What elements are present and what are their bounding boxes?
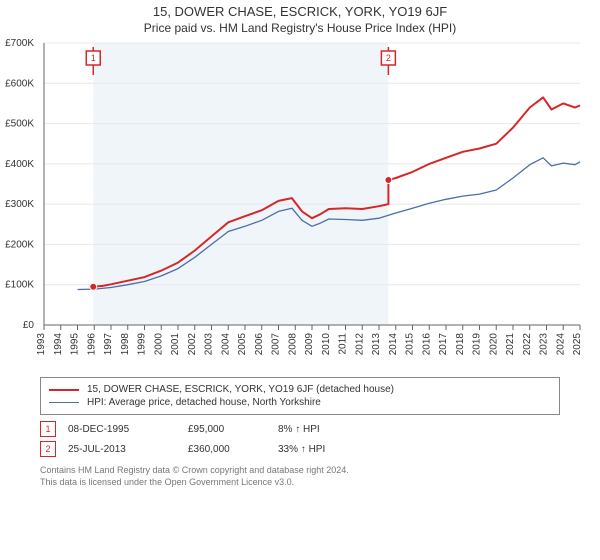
sales-marker: 1 (40, 421, 56, 437)
svg-text:1999: 1999 (137, 333, 148, 356)
svg-text:1998: 1998 (120, 333, 131, 356)
svg-text:2001: 2001 (170, 333, 181, 356)
svg-text:2023: 2023 (539, 333, 550, 356)
svg-text:2018: 2018 (455, 333, 466, 356)
svg-text:2016: 2016 (421, 333, 432, 356)
svg-text:2024: 2024 (555, 333, 566, 356)
svg-text:2005: 2005 (237, 333, 248, 356)
svg-text:£300K: £300K (5, 199, 34, 210)
footer: Contains HM Land Registry data © Crown c… (40, 465, 560, 488)
svg-text:2022: 2022 (522, 333, 533, 356)
sales-date: 25-JUL-2013 (68, 444, 188, 455)
sales-delta: 8% ↑ HPI (278, 424, 368, 435)
chart-svg: £0£100K£200K£300K£400K£500K£600K£700K199… (40, 39, 584, 369)
svg-text:£700K: £700K (5, 38, 34, 49)
svg-text:2009: 2009 (304, 333, 315, 356)
svg-text:2: 2 (386, 53, 391, 63)
svg-text:2011: 2011 (338, 333, 349, 355)
sales-marker: 2 (40, 441, 56, 457)
svg-text:1: 1 (91, 53, 96, 63)
svg-text:£0: £0 (23, 320, 35, 331)
svg-text:2013: 2013 (371, 333, 382, 356)
sales-row: 2 25-JUL-2013£360,00033% ↑ HPI (40, 441, 560, 457)
sales-date: 08-DEC-1995 (68, 424, 188, 435)
chart-plot: £0£100K£200K£300K£400K£500K£600K£700K199… (40, 39, 584, 369)
svg-text:£600K: £600K (5, 78, 34, 89)
svg-text:2019: 2019 (472, 333, 483, 356)
svg-text:1993: 1993 (36, 333, 47, 356)
svg-text:2010: 2010 (321, 333, 332, 356)
svg-text:£500K: £500K (5, 119, 34, 130)
svg-text:2008: 2008 (287, 333, 298, 356)
footer-line-1: Contains HM Land Registry data © Crown c… (40, 465, 560, 477)
svg-text:2017: 2017 (438, 333, 449, 356)
svg-text:2004: 2004 (220, 333, 231, 356)
svg-text:2020: 2020 (488, 333, 499, 356)
svg-text:2007: 2007 (271, 333, 282, 356)
sales-price: £360,000 (188, 444, 278, 455)
chart-title: 15, DOWER CHASE, ESCRICK, YORK, YO19 6JF (0, 0, 600, 19)
svg-text:2015: 2015 (405, 333, 416, 356)
svg-text:2003: 2003 (204, 333, 215, 356)
svg-text:1995: 1995 (70, 333, 81, 356)
svg-text:1997: 1997 (103, 333, 114, 356)
sales-delta: 33% ↑ HPI (278, 444, 368, 455)
svg-text:£100K: £100K (5, 280, 34, 291)
svg-text:£200K: £200K (5, 239, 34, 250)
footer-line-2: This data is licensed under the Open Gov… (40, 477, 560, 489)
legend-swatch (49, 389, 79, 391)
svg-text:2006: 2006 (254, 333, 265, 356)
svg-text:2025: 2025 (572, 333, 583, 356)
sales-table: 1 08-DEC-1995£95,0008% ↑ HPI 2 25-JUL-2013£… (40, 421, 560, 457)
legend-label: HPI: Average price, detached house, Nort… (87, 397, 321, 408)
sales-row: 1 08-DEC-1995£95,0008% ↑ HPI (40, 421, 560, 437)
svg-text:2021: 2021 (505, 333, 516, 356)
chart-subtitle: Price paid vs. HM Land Registry's House … (0, 19, 600, 39)
svg-text:£400K: £400K (5, 159, 34, 170)
svg-text:1994: 1994 (53, 333, 64, 356)
legend-label: 15, DOWER CHASE, ESCRICK, YORK, YO19 6JF… (87, 384, 394, 395)
legend-swatch (49, 402, 79, 403)
svg-text:2014: 2014 (388, 333, 399, 356)
svg-text:2000: 2000 (153, 333, 164, 356)
svg-text:2012: 2012 (354, 333, 365, 356)
chart-container: 15, DOWER CHASE, ESCRICK, YORK, YO19 6JF… (0, 0, 600, 560)
svg-text:2002: 2002 (187, 333, 198, 356)
legend-row: HPI: Average price, detached house, Nort… (49, 397, 551, 408)
legend: 15, DOWER CHASE, ESCRICK, YORK, YO19 6JF… (40, 377, 560, 415)
svg-text:1996: 1996 (86, 333, 97, 356)
legend-row: 15, DOWER CHASE, ESCRICK, YORK, YO19 6JF… (49, 384, 551, 395)
sales-price: £95,000 (188, 424, 278, 435)
